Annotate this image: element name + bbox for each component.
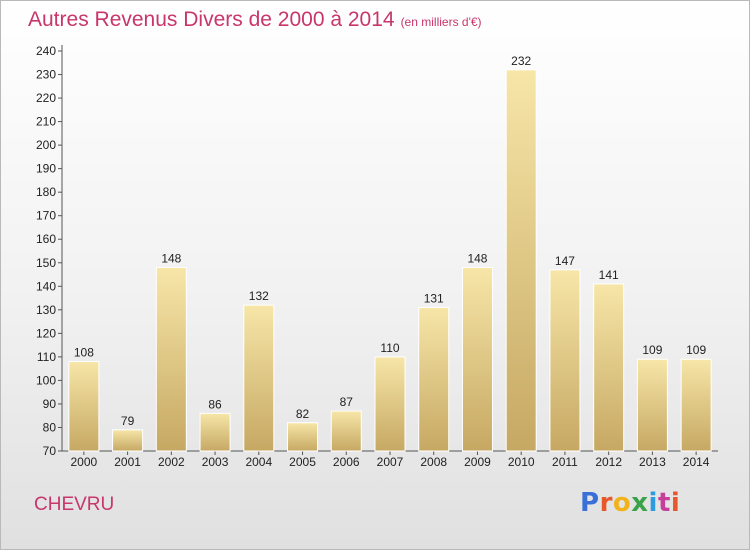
- bar: [287, 422, 319, 452]
- bar: [374, 356, 406, 452]
- bar: [330, 410, 362, 452]
- city-label: CHEVRU: [34, 494, 115, 515]
- y-tick-label: 90: [43, 397, 57, 411]
- x-tick-label: 2007: [377, 455, 404, 469]
- bar: [461, 266, 493, 452]
- x-tick-label: 2002: [158, 455, 185, 469]
- x-tick-label: 2006: [333, 455, 360, 469]
- bar: [199, 412, 231, 452]
- y-tick-label: 140: [36, 279, 56, 293]
- x-tick-label: 2001: [114, 455, 141, 469]
- logo-letter: o: [612, 488, 632, 518]
- bar: [680, 358, 712, 452]
- bar-value-label: 148: [161, 251, 181, 265]
- proxiti-logo[interactable]: Proxiti: [580, 488, 680, 518]
- bar-value-label: 109: [686, 343, 706, 357]
- logo-letter: i: [648, 488, 658, 518]
- x-tick-label: 2011: [552, 455, 578, 469]
- bar: [418, 306, 450, 452]
- bar-value-label: 232: [511, 54, 531, 68]
- bar: [593, 283, 625, 452]
- logo-letter: t: [657, 488, 671, 518]
- y-tick-label: 80: [43, 420, 57, 434]
- y-tick-label: 240: [36, 44, 56, 58]
- y-tick-label: 130: [36, 303, 56, 317]
- x-tick-label: 2009: [464, 455, 491, 469]
- chart-title: Autres Revenus Divers de 2000 à 2014 (en …: [28, 8, 482, 32]
- bar: [505, 69, 537, 452]
- y-tick-label: 100: [36, 373, 56, 387]
- y-tick-label: 190: [36, 162, 56, 176]
- title-unit: (en milliers d'€): [400, 15, 482, 29]
- bar: [243, 304, 275, 452]
- bar: [155, 266, 187, 452]
- y-tick-label: 70: [43, 444, 57, 458]
- bar-value-label: 87: [340, 395, 354, 409]
- y-tick-label: 210: [36, 115, 56, 129]
- bar-value-label: 82: [296, 407, 310, 421]
- bar: [112, 429, 144, 452]
- logo-letter: i: [670, 488, 681, 518]
- y-tick-label: 110: [37, 350, 56, 364]
- x-tick-label: 2004: [245, 455, 272, 469]
- x-tick-label: 2014: [683, 455, 710, 469]
- bar-value-label: 132: [249, 289, 269, 303]
- x-tick-label: 2003: [202, 455, 229, 469]
- bar-value-label: 86: [208, 397, 222, 411]
- x-tick-label: 2010: [508, 455, 535, 469]
- bar-value-label: 109: [642, 343, 662, 357]
- x-tick-label: 2013: [639, 455, 666, 469]
- bar-value-label: 141: [599, 268, 619, 282]
- y-tick-label: 220: [36, 91, 56, 105]
- y-tick-label: 150: [36, 256, 56, 270]
- y-tick-label: 180: [36, 185, 56, 199]
- bar: [636, 358, 668, 452]
- logo-letter: r: [599, 488, 613, 518]
- bar: [68, 361, 100, 452]
- y-tick-label: 170: [36, 209, 56, 223]
- axes: 7080901001101201301401501601701801902002…: [36, 44, 718, 469]
- x-tick-label: 2008: [420, 455, 447, 469]
- y-tick-label: 160: [36, 232, 56, 246]
- logo-letter: x: [631, 488, 649, 518]
- bar-value-label: 147: [555, 254, 575, 268]
- y-tick-label: 120: [36, 326, 56, 340]
- bars: 108 79 148 86 132 82 87 110 131 148 232 147 141 109 10…: [68, 54, 712, 452]
- bar-value-label: 79: [121, 414, 135, 428]
- bar-value-label: 108: [74, 346, 94, 360]
- bar-value-label: 131: [424, 291, 444, 305]
- bar-value-label: 110: [380, 341, 399, 355]
- title-text: Autres Revenus Divers de 2000 à 2014: [28, 8, 395, 31]
- y-tick-label: 200: [36, 138, 56, 152]
- bar: [549, 269, 581, 452]
- x-tick-label: 2005: [289, 455, 316, 469]
- x-tick-label: 2012: [595, 455, 622, 469]
- x-tick-label: 2000: [71, 455, 98, 469]
- y-tick-label: 230: [36, 68, 56, 82]
- bar-value-label: 148: [467, 251, 487, 265]
- logo-letter: P: [580, 488, 600, 518]
